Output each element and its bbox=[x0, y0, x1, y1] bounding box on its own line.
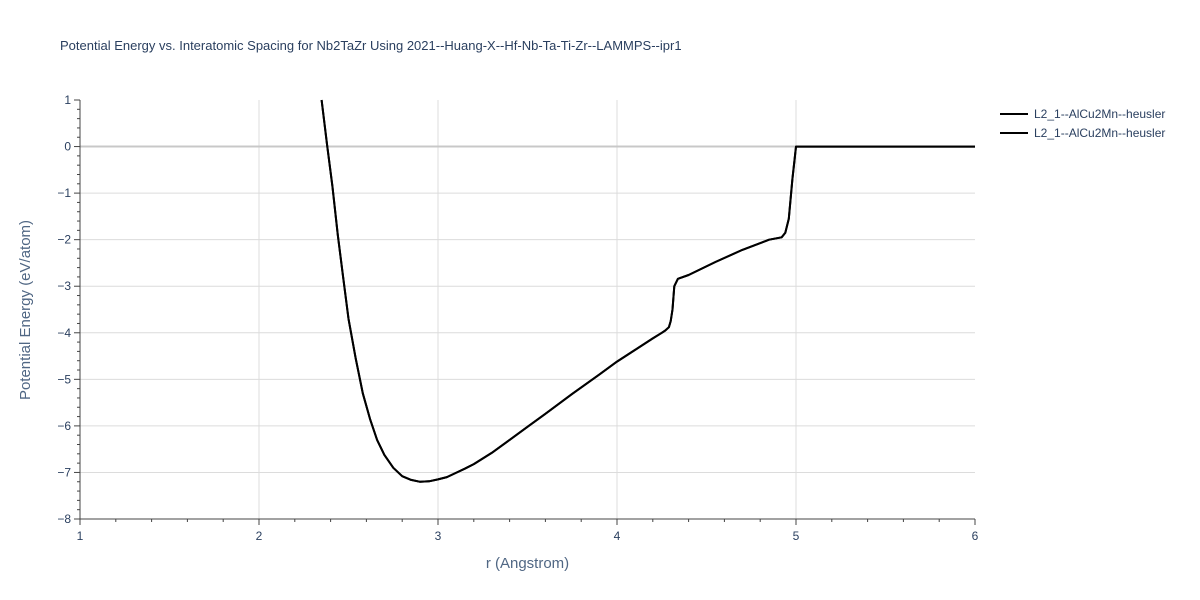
y-tick-label: −3 bbox=[57, 279, 71, 293]
x-tick-label: 2 bbox=[256, 529, 263, 543]
x-tick-label: 4 bbox=[614, 529, 621, 543]
gridlines bbox=[80, 100, 975, 519]
chart-title: Potential Energy vs. Interatomic Spacing… bbox=[60, 38, 682, 53]
y-tick-label: 1 bbox=[64, 93, 71, 107]
axes bbox=[74, 99, 976, 525]
y-tick-label: −4 bbox=[57, 326, 71, 340]
x-tick-label: 5 bbox=[793, 529, 800, 543]
y-axis-title: Potential Energy (eV/atom) bbox=[17, 220, 34, 400]
y-tick-label: −2 bbox=[57, 233, 71, 247]
y-tick-label: −6 bbox=[57, 419, 71, 433]
legend[interactable]: L2_1--AlCu2Mn--heusler L2_1--AlCu2Mn--heu… bbox=[1000, 107, 1165, 140]
legend-label: L2_1--AlCu2Mn--heusler bbox=[1034, 126, 1165, 140]
y-tick-label: −1 bbox=[57, 186, 71, 200]
y-tick-labels: 1 0 −1 −2 −3 −4 −5 −6 −7 −8 bbox=[57, 93, 71, 526]
series-line-2 bbox=[320, 99, 975, 483]
y-tick-label: −8 bbox=[57, 512, 71, 526]
y-tick-label: 0 bbox=[64, 140, 71, 154]
y-tick-label: −7 bbox=[57, 465, 71, 479]
x-axis-title: r (Angstrom) bbox=[486, 555, 569, 572]
x-tick-label: 3 bbox=[435, 529, 442, 543]
x-tick-label: 6 bbox=[972, 529, 979, 543]
series-lines bbox=[320, 99, 975, 483]
legend-item[interactable]: L2_1--AlCu2Mn--heusler bbox=[1000, 126, 1165, 140]
x-tick-labels: 1 2 3 4 5 6 bbox=[77, 529, 979, 543]
y-tick-label: −5 bbox=[57, 372, 71, 386]
series-line-1 bbox=[320, 99, 975, 483]
x-tick-label: 1 bbox=[77, 529, 84, 543]
legend-label: L2_1--AlCu2Mn--heusler bbox=[1034, 107, 1165, 121]
legend-item[interactable]: L2_1--AlCu2Mn--heusler bbox=[1000, 107, 1165, 121]
